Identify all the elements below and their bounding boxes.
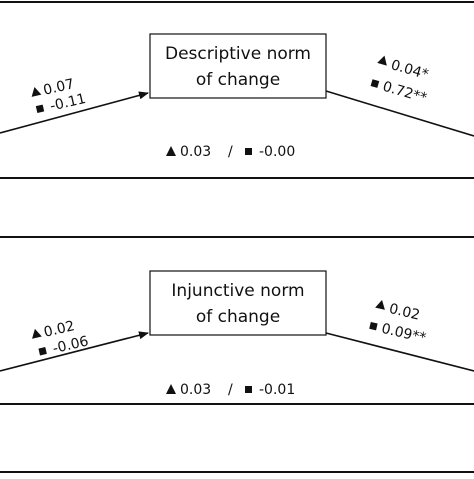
triangle-marker-icon	[32, 328, 42, 339]
mediator-label-line2: of change	[196, 307, 280, 327]
direct-tri-value: 0.03	[180, 382, 211, 398]
a-path-tri-value: 0.07	[42, 76, 76, 99]
mediator-label-line1: Injunctive norm	[171, 281, 304, 301]
b-path-sq-value: 0.72**	[381, 79, 429, 107]
direct-tri-value: 0.03	[180, 144, 211, 160]
square-marker-icon	[38, 347, 47, 356]
b-path-arrow	[325, 90, 474, 137]
b-path-coefficients: 0.02 0.09**	[369, 299, 428, 347]
direct-separator: /	[228, 144, 233, 160]
a-path-sq-value: -0.06	[51, 333, 90, 357]
b-path-coefficients: 0.04* 0.72**	[370, 55, 430, 107]
direct-sq-value: -0.00	[259, 144, 295, 160]
square-marker-icon	[35, 104, 45, 113]
direct-sq-value: -0.01	[259, 382, 295, 398]
triangle-marker-icon	[166, 146, 176, 156]
b-path-tri-value: 0.04*	[389, 57, 430, 83]
triangle-marker-icon	[166, 384, 176, 394]
direct-effect: 0.03 / -0.01	[166, 382, 295, 398]
triangle-marker-icon	[375, 299, 385, 310]
a-path-coefficients: 0.02 -0.06	[32, 318, 90, 357]
mediator-box	[149, 33, 327, 99]
mediator-label-line1: Descriptive norm	[165, 44, 311, 64]
a-path-coefficients: 0.07 -0.11	[31, 76, 88, 115]
b-path-tri-value: 0.02	[387, 301, 421, 324]
triangle-marker-icon	[31, 86, 42, 97]
mediator-label-line2: of change	[196, 70, 280, 90]
a-path-sq-value: -0.11	[49, 91, 88, 115]
triangle-marker-icon	[377, 55, 387, 66]
square-marker-icon	[245, 148, 252, 155]
square-marker-icon	[245, 386, 252, 393]
a-path-arrow	[0, 331, 149, 372]
panel-injunctive: Injunctive norm of change 0.02 -0.06 0.0…	[0, 236, 474, 473]
square-marker-icon	[370, 79, 380, 88]
square-marker-icon	[369, 321, 378, 331]
a-path-tri-value: 0.02	[42, 318, 76, 341]
panel-descriptive: Descriptive norm of change 0.07 -0.11 0.…	[0, 1, 474, 179]
direct-effect: 0.03 / -0.00	[166, 144, 295, 160]
b-path-sq-value: 0.09**	[380, 321, 428, 347]
direct-separator: /	[228, 382, 233, 398]
a-path-arrow	[0, 91, 149, 134]
mediator-box	[149, 270, 327, 336]
b-path-arrow	[325, 332, 474, 372]
